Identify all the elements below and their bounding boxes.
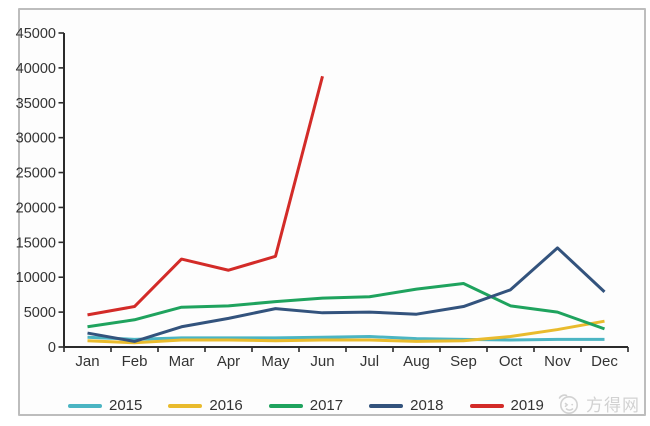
- series-line-2018: [87, 246, 606, 343]
- series-line-2019: [87, 75, 324, 317]
- y-tick-label: 30000: [16, 131, 56, 147]
- x-tick-label: Aug: [403, 353, 430, 370]
- x-tick-label: Jul: [360, 353, 379, 370]
- legend-item-2018: 2018: [369, 397, 444, 415]
- legend-label: 2019: [510, 397, 544, 414]
- x-tick-label: Sep: [450, 353, 477, 370]
- x-tick-label: May: [261, 353, 290, 370]
- x-tick-label: Oct: [499, 353, 523, 370]
- y-tick-label: 10000: [16, 270, 56, 286]
- legend-item-2017: 2017: [268, 397, 344, 415]
- axis-lines: [63, 33, 628, 348]
- legend-label: 2016: [209, 397, 243, 414]
- legend-swatch-2015: [68, 404, 102, 408]
- legend-item-2016: 2016: [168, 397, 243, 415]
- y-tick-label: 45000: [16, 26, 56, 42]
- watermark-text: 方得网: [586, 396, 640, 415]
- y-tick-label: 5000: [24, 305, 56, 321]
- series-line-2015: [87, 335, 605, 342]
- x-axis: Jan Feb Mar Apr May Jun Jul Aug Sep Oct Nov Dec: [63, 347, 629, 370]
- y-tick-label: 40000: [16, 61, 56, 77]
- x-tick-label: Mar: [169, 353, 195, 370]
- y-tick-label: 0: [48, 340, 56, 356]
- x-tick-label: Jun: [310, 353, 334, 370]
- legend-item-2015: 2015: [68, 397, 142, 415]
- y-tick-label: 35000: [16, 96, 56, 112]
- x-tick-label: Dec: [591, 353, 618, 370]
- legend-swatch-2017: [268, 404, 303, 408]
- watermark: 方得网: [556, 391, 640, 416]
- x-tick-label: Jan: [75, 353, 99, 370]
- legend-swatch-2018: [369, 404, 404, 408]
- fangde-logo-icon: [558, 393, 578, 414]
- legend-swatch-2019: [469, 404, 504, 408]
- legend-item-2019: 2019: [469, 397, 544, 415]
- legend-label: 2017: [309, 397, 344, 414]
- y-tick-label: 15000: [16, 235, 56, 251]
- x-tick-label: Apr: [217, 353, 240, 370]
- x-tick-label: Feb: [122, 353, 148, 370]
- series-line-2016: [87, 319, 605, 345]
- chart-legend: 2015 2016 2017 2018 2019: [68, 397, 544, 415]
- legend-label: 2015: [109, 397, 143, 414]
- y-tick-label: 25000: [16, 166, 56, 182]
- x-tick-label: Nov: [544, 353, 571, 370]
- legend-swatch-2016: [168, 404, 203, 408]
- legend-label: 2018: [410, 397, 444, 414]
- y-axis: 0 5000 10000 15000 20000 25000 30000 35000 40000…: [16, 26, 64, 356]
- y-tick-label: 20000: [16, 200, 56, 216]
- series-line-2017: [87, 282, 606, 331]
